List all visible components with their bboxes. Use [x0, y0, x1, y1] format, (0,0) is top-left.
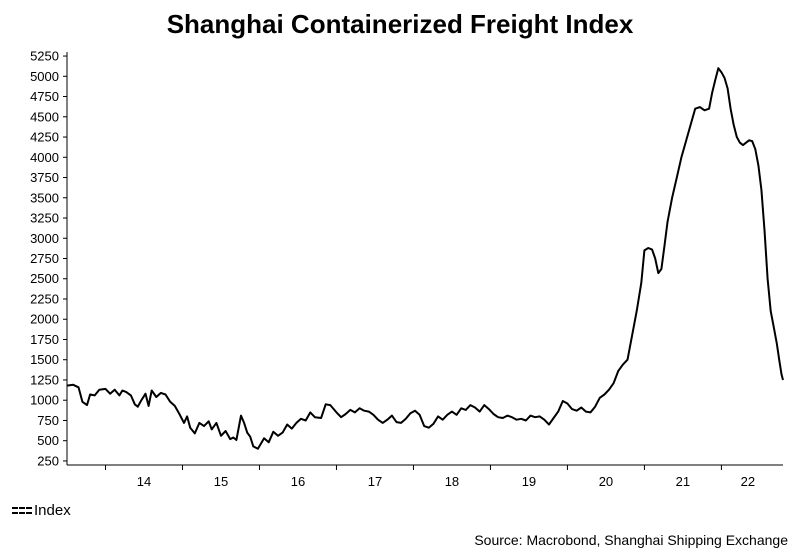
y-tick-label: 4750	[30, 89, 59, 104]
axes	[66, 52, 783, 466]
y-tick-label: 250	[37, 453, 59, 468]
chart-title: Shanghai Containerized Freight Index	[167, 9, 634, 39]
x-tick-label: 21	[676, 474, 690, 489]
x-tick-label: 17	[368, 474, 382, 489]
series-line-index	[66, 67, 784, 450]
y-tick-label: 1500	[30, 352, 59, 367]
y-tick-label: 4000	[30, 150, 59, 165]
source-note: Source: Macrobond, Shanghai Shipping Exc…	[474, 532, 788, 548]
y-tick-label: 3250	[30, 211, 59, 226]
y-tick-label: 2000	[30, 312, 59, 327]
y-tick-label: 3500	[30, 190, 59, 205]
y-tick-label: 1250	[30, 372, 59, 387]
y-tick-label: 2250	[30, 291, 59, 306]
x-tick-label: 14	[137, 474, 151, 489]
x-tick-label: 19	[522, 474, 536, 489]
y-tick-label: 5250	[30, 49, 59, 64]
y-tick-label: 1750	[30, 332, 59, 347]
x-axis: 14 15 16 17 18 19 20 21 22	[104, 465, 755, 489]
chart: Shanghai Containerized Freight Index 250…	[30, 9, 784, 489]
y-tick-label: 4250	[30, 130, 59, 145]
x-tick-label: 18	[445, 474, 459, 489]
y-tick-label: 3750	[30, 170, 59, 185]
x-tick-label: 20	[599, 474, 613, 489]
legend-swatch-index	[12, 506, 32, 515]
plot-area	[66, 67, 784, 450]
y-tick-label: 5000	[30, 69, 59, 84]
y-tick-label: 3000	[30, 231, 59, 246]
y-tick-label: 1000	[30, 393, 59, 408]
x-tick-label: 16	[291, 474, 305, 489]
x-tick-label: 15	[214, 474, 228, 489]
legend: Index	[12, 502, 71, 519]
x-tick-label: 22	[741, 474, 755, 489]
legend-label-index: Index	[34, 502, 71, 519]
y-tick-label: 4500	[30, 109, 59, 124]
y-tick-label: 750	[37, 413, 59, 428]
y-tick-label: 2500	[30, 271, 59, 286]
y-tick-label: 500	[37, 433, 59, 448]
y-tick-label: 2750	[30, 251, 59, 266]
y-axis: 250 500 750 1000 1250 1500 1750 2000 2250 2500 275…	[30, 49, 67, 468]
